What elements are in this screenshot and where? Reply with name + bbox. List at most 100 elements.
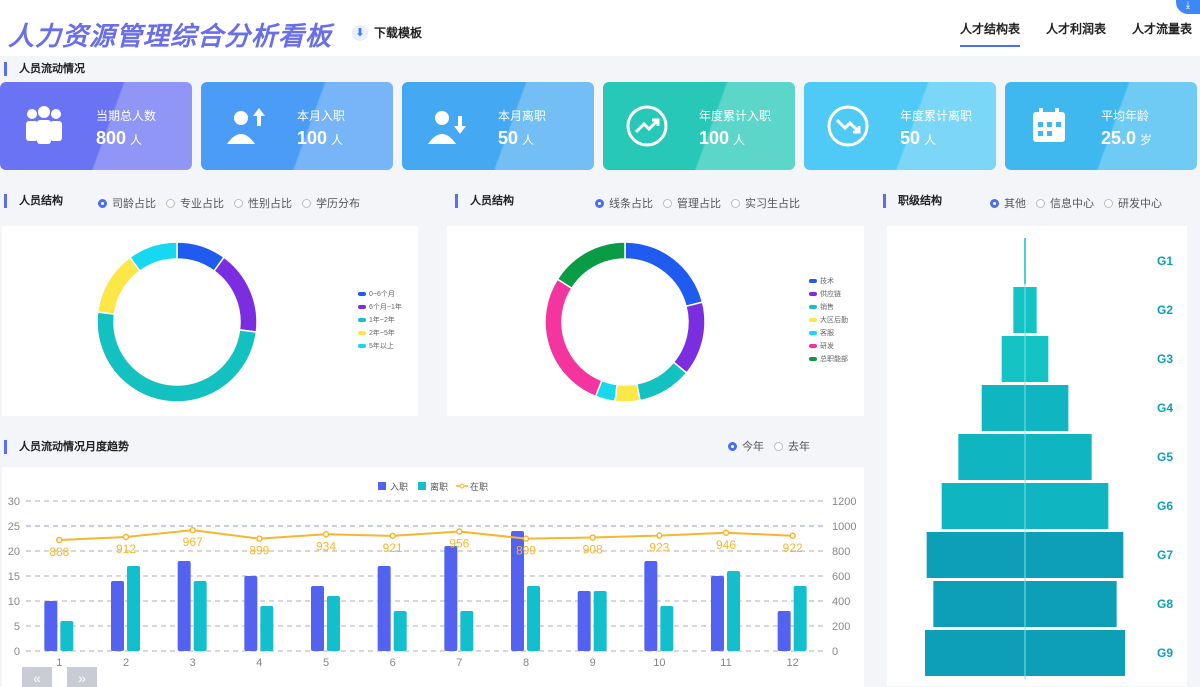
donut-slice-2[interactable] (96, 311, 258, 403)
bar-入职-2[interactable] (111, 581, 124, 651)
bar-入职-4[interactable] (244, 576, 258, 651)
export-icon[interactable]: ⤓ (1176, 0, 1200, 14)
donut-slice-1[interactable] (212, 256, 258, 333)
rank-option-1[interactable]: 信息中心 (1036, 195, 1094, 211)
line-point[interactable] (322, 531, 330, 538)
bar-入职-8[interactable] (511, 531, 524, 651)
x-tick-label: 2 (123, 657, 129, 669)
line-point[interactable] (56, 536, 63, 544)
structure1-option-3[interactable]: 学历分布 (302, 195, 360, 211)
legend-marker (809, 279, 817, 283)
rank-options: 其他 信息中心 研发中心 (990, 195, 1162, 211)
person-down-icon (428, 111, 466, 144)
kpi-card-0[interactable]: 当期总人数 800 人 (0, 82, 192, 170)
bar-离职-6[interactable] (393, 611, 407, 651)
line-data-label: 921 (383, 541, 403, 555)
legend-marker (418, 482, 426, 490)
line-point[interactable] (456, 528, 463, 535)
kpi-card-1[interactable]: 本月入职 100 人 (201, 82, 393, 170)
bar-入职-5[interactable] (311, 586, 324, 651)
donut-slice-2[interactable] (635, 361, 688, 402)
bar-入职-9[interactable] (577, 591, 591, 651)
bar-离职-3[interactable] (193, 581, 207, 651)
next-page-button[interactable]: » (67, 667, 97, 687)
structure2-title: 人员结构 (455, 194, 514, 208)
donut-slice-0[interactable] (624, 241, 704, 308)
line-point[interactable] (256, 535, 263, 542)
donut-slice-1[interactable] (672, 301, 706, 375)
legend-marker (358, 305, 366, 309)
bar-入职-12[interactable] (777, 611, 791, 651)
line-point[interactable] (189, 526, 196, 534)
line-point[interactable] (122, 533, 130, 541)
legend-marker (358, 292, 366, 296)
line-point[interactable] (656, 532, 663, 539)
bar-离职-7[interactable] (460, 611, 474, 651)
kpi-unit: 人 (522, 133, 535, 147)
kpi-card-3[interactable]: 年度累计入职 100 人 (603, 82, 795, 170)
legend-label: 总职能部 (820, 354, 848, 363)
kpi-card-5[interactable]: 平均年龄 25.0 岁 (1005, 82, 1197, 170)
kpi-value: 800 人 (96, 128, 142, 149)
bar-入职-11[interactable] (711, 576, 724, 651)
tab-talent-profit[interactable]: 人才利润表 (1045, 22, 1106, 36)
line-point[interactable] (722, 529, 730, 536)
legend-marker (378, 482, 386, 490)
structure1-option-0[interactable]: 司龄占比 (98, 195, 156, 211)
legend-marker (809, 305, 817, 309)
structure1-option-1[interactable]: 专业占比 (166, 195, 224, 211)
donut-slice-5[interactable] (544, 278, 603, 398)
structure1-option-2[interactable]: 性别占比 (234, 195, 292, 211)
tab-talent-structure[interactable]: 人才结构表 (959, 20, 1020, 47)
bar-离职-2[interactable] (127, 566, 140, 651)
rank-option-0[interactable]: 其他 (990, 195, 1026, 211)
bar-离职-11[interactable] (727, 571, 740, 651)
line-point[interactable] (589, 534, 596, 541)
bar-入职-10[interactable] (644, 561, 658, 651)
bar-入职-7[interactable] (444, 546, 458, 651)
header: 人力资源管理综合分析看板 ⬇ 下载模板 人才结构表 人才利润表 人才流量表 ⤓ (0, 0, 1200, 56)
x-tick-label: 11 (720, 657, 731, 669)
structure2-option-1[interactable]: 管理占比 (663, 195, 721, 211)
structure2-option-label: 实习生占比 (745, 198, 800, 210)
download-label: 下载模板 (374, 26, 423, 40)
line-point[interactable] (522, 535, 530, 542)
line-point[interactable] (389, 532, 396, 540)
prev-page-button[interactable]: « (22, 667, 52, 687)
bar-离职-10[interactable] (660, 606, 674, 651)
rank-option-2[interactable]: 研发中心 (1104, 195, 1162, 211)
trend-option-0[interactable]: 今年 (728, 438, 764, 454)
download-template-button[interactable]: ⬇ 下载模板 (352, 24, 422, 41)
y2-tick-label: 400 (832, 596, 850, 608)
kpi-card-4[interactable]: 年度累计离职 50 人 (804, 82, 996, 170)
bar-离职-12[interactable] (793, 586, 807, 651)
rank-option-label: 研发中心 (1118, 198, 1162, 210)
bar-入职-6[interactable] (377, 566, 391, 651)
line-point[interactable] (789, 532, 796, 539)
legend-marker (809, 318, 817, 322)
bar-离职-8[interactable] (527, 586, 540, 651)
x-tick-label: 10 (653, 657, 665, 669)
bar-入职-3[interactable] (177, 561, 191, 651)
donut-slice-3[interactable] (614, 383, 641, 403)
kpi-number: 800 (96, 128, 127, 148)
bar-离职-4[interactable] (260, 606, 274, 651)
kpi-number: 50 (498, 128, 519, 148)
y-tick-label: 25 (8, 521, 20, 533)
donut-slice-4[interactable] (128, 241, 178, 273)
kpi-label: 年度累计入职 (699, 109, 772, 123)
structure2-option-0[interactable]: 线条占比 (595, 195, 653, 211)
kpi-unit: 岁 (1140, 133, 1153, 147)
bar-离职-1[interactable] (60, 621, 74, 651)
kpi-label: 平均年龄 (1101, 109, 1150, 123)
bar-离职-5[interactable] (327, 596, 340, 651)
donut-slice-6[interactable] (556, 241, 626, 290)
bar-入职-1[interactable] (44, 601, 58, 651)
kpi-card-2[interactable]: 本月离职 50 人 (402, 82, 594, 170)
kpi-value: 100 人 (699, 128, 745, 149)
bar-离职-9[interactable] (593, 591, 607, 651)
structure2-option-2[interactable]: 实习生占比 (731, 195, 800, 211)
tab-talent-flow[interactable]: 人才流量表 (1131, 22, 1192, 36)
donut-slice-3[interactable] (96, 256, 142, 315)
trend-option-1[interactable]: 去年 (774, 438, 810, 454)
